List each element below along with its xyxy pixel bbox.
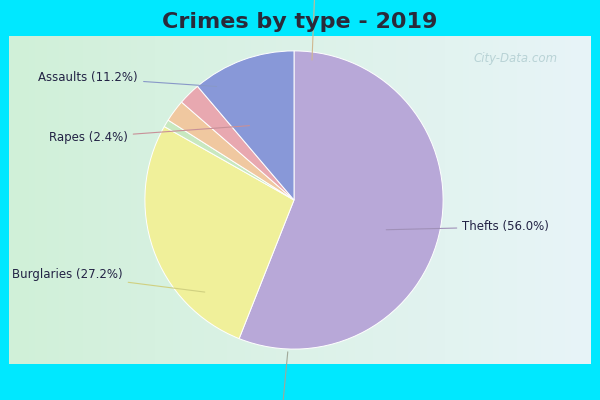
Text: Rapes (2.4%): Rapes (2.4%) bbox=[49, 126, 250, 144]
Wedge shape bbox=[197, 51, 294, 200]
Text: Burglaries (27.2%): Burglaries (27.2%) bbox=[12, 268, 205, 292]
Text: Thefts (56.0%): Thefts (56.0%) bbox=[386, 220, 549, 233]
Text: Murders (0.8%): Murders (0.8%) bbox=[236, 352, 328, 400]
Wedge shape bbox=[168, 102, 294, 200]
Text: City-Data.com: City-Data.com bbox=[474, 52, 558, 65]
Text: Auto thefts (2.4%): Auto thefts (2.4%) bbox=[261, 0, 369, 60]
Wedge shape bbox=[145, 126, 294, 339]
Wedge shape bbox=[164, 120, 294, 200]
Text: Assaults (11.2%): Assaults (11.2%) bbox=[38, 71, 217, 86]
Wedge shape bbox=[182, 86, 294, 200]
Wedge shape bbox=[239, 51, 443, 349]
Text: Crimes by type - 2019: Crimes by type - 2019 bbox=[163, 12, 437, 32]
